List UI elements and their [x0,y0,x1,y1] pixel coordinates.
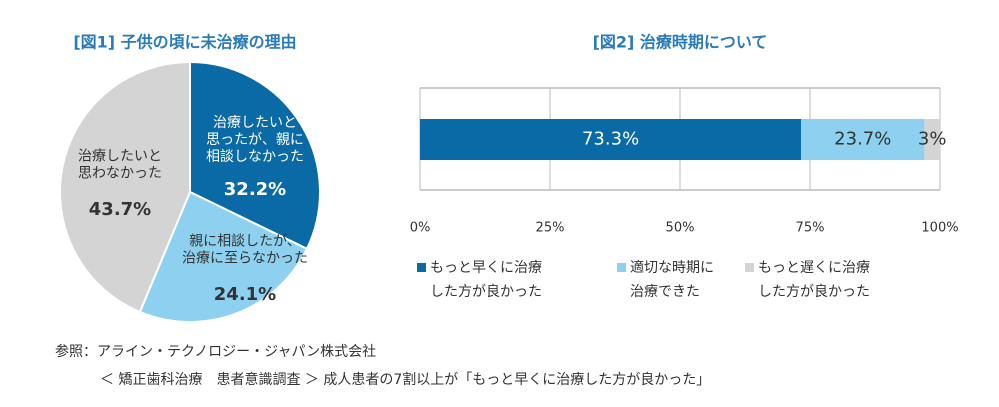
x-tick-label: 50% [666,221,695,236]
pie-slice [138,190,309,323]
slice-label: 治療したいと [213,114,297,131]
pie-slice [189,60,321,251]
bar-value: 23.7% [834,129,891,150]
bar-value: 3% [918,129,947,150]
legend-label: 適切な時期に [630,259,714,276]
slice-value: 32.2% [224,179,286,200]
slice-label: 親に相談したが、 [189,234,301,250]
bar-title: [図2] 治療時期について [593,33,768,52]
bar-segment [924,119,940,160]
bar-segment [420,119,802,160]
slice-label: 相談しなかった [206,149,304,165]
legend-label: した方が良かった [430,284,542,300]
note: 参照：アライン・テクノロジー・ジャパン株式会社 [55,343,376,360]
bar-value: 73.3% [582,129,639,150]
slice-label: 思わなかった [78,166,162,182]
slice-label: 治療したいと [78,148,162,165]
x-tick-label: 25% [536,221,565,236]
legend-swatch [617,263,626,272]
legend-label: もっと遅くに治療 [758,259,870,276]
legend-swatch [417,263,426,272]
bar-segment [801,119,925,160]
x-tick-label: 0% [410,221,431,236]
slice-value: 24.1% [214,284,276,305]
slice-value: 43.7% [89,199,151,220]
legend-label: 治療できた [630,283,700,300]
pie-title: [図1] 子供の頃に未治療の理由 [73,33,296,52]
legend-label: もっと早くに治療 [430,259,542,276]
pie-slice [59,60,191,314]
slice-label: 治療に至らなかった [182,250,308,267]
legend-label: した方が良かった [758,284,870,300]
x-tick-label: 75% [796,221,825,236]
x-tick-label: 100% [921,221,958,236]
slice-label: 思ったが、親に [206,132,304,148]
note: ＜ 矯正歯科治療 患者意識調査 ＞ 成人患者の7割以上が「もっと早くに治療した方… [100,371,710,388]
legend-swatch [745,263,754,272]
